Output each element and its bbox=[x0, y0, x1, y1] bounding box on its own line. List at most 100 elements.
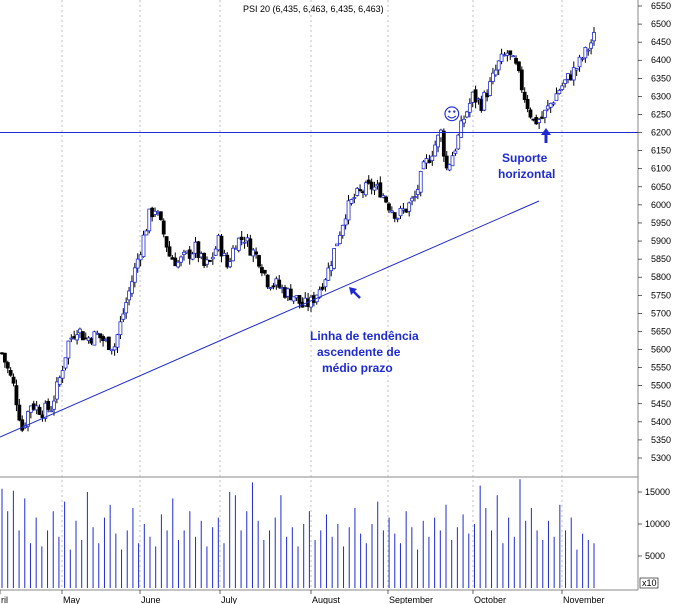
candle-body bbox=[352, 197, 357, 199]
smiley-icon: ☺ bbox=[443, 105, 461, 125]
candle-body bbox=[580, 58, 585, 60]
candle-body bbox=[335, 243, 339, 247]
candle-body bbox=[433, 144, 438, 157]
candle-body bbox=[11, 376, 16, 384]
candle-body bbox=[239, 236, 244, 241]
candle-body bbox=[121, 313, 126, 320]
candle-body bbox=[493, 69, 498, 76]
candle-body bbox=[112, 346, 117, 351]
candle-body bbox=[75, 334, 79, 341]
price-tick-label: 5300 bbox=[651, 453, 671, 463]
chart-title: PSI 20 (6,435, 6,463, 6,435, 6,463) bbox=[243, 4, 384, 14]
candle-body bbox=[514, 57, 518, 64]
candle-body bbox=[557, 89, 562, 94]
candle-body bbox=[210, 256, 215, 260]
candle-body bbox=[225, 254, 230, 268]
candle-body bbox=[496, 60, 501, 71]
volume-tick-label: 15000 bbox=[645, 487, 670, 497]
candle-body bbox=[8, 370, 13, 376]
candle-body bbox=[320, 286, 325, 290]
trend-arrow-icon bbox=[349, 287, 361, 299]
candle-body bbox=[161, 220, 166, 235]
candle-body bbox=[135, 258, 140, 269]
candle-body bbox=[127, 290, 131, 301]
candle-body bbox=[323, 279, 328, 288]
candle-body bbox=[441, 130, 446, 157]
candle-body bbox=[355, 188, 360, 196]
candle-body bbox=[410, 197, 414, 202]
candle-body bbox=[528, 109, 533, 118]
candle-body bbox=[138, 254, 143, 261]
candle-body bbox=[54, 381, 59, 400]
price-tick-label: 6550 bbox=[651, 1, 671, 11]
candle-body bbox=[447, 164, 452, 171]
candle-body bbox=[387, 203, 391, 211]
candle-body bbox=[291, 296, 296, 302]
candle-body bbox=[517, 61, 521, 72]
price-tick-label: 6300 bbox=[651, 91, 671, 101]
candle-body bbox=[37, 406, 42, 415]
month-tick-labels: ril May June July August September October Nove… bbox=[0, 590, 605, 604]
candle-body bbox=[202, 252, 207, 266]
candle-body bbox=[467, 103, 472, 113]
price-tick-label: 5550 bbox=[651, 363, 671, 373]
candle-body bbox=[511, 55, 516, 58]
price-tick-label: 5400 bbox=[651, 417, 671, 427]
candle-body bbox=[574, 68, 579, 71]
candle-body bbox=[560, 85, 565, 90]
candle-body bbox=[277, 279, 282, 288]
candle-body bbox=[254, 251, 259, 255]
candle-body bbox=[106, 336, 111, 351]
price-tick-label: 5800 bbox=[651, 272, 671, 282]
candle-body bbox=[522, 91, 527, 100]
candle-body bbox=[346, 200, 351, 221]
price-tick-label: 6400 bbox=[651, 55, 671, 65]
price-tick-label: 6450 bbox=[651, 37, 671, 47]
candle-body bbox=[436, 134, 440, 148]
candle-body bbox=[222, 252, 227, 256]
price-tick-label: 5900 bbox=[651, 236, 671, 246]
candle-body bbox=[453, 150, 458, 154]
candle-body bbox=[262, 269, 267, 274]
candle-body bbox=[248, 238, 253, 256]
volume-tick-labels: 5000 10000 15000 bbox=[638, 487, 670, 561]
candle-body bbox=[491, 72, 495, 82]
candle-body bbox=[14, 385, 19, 406]
candle-body bbox=[147, 208, 152, 232]
price-tick-label: 5850 bbox=[651, 254, 671, 264]
price-tick-label: 6000 bbox=[651, 200, 671, 210]
candle-body bbox=[190, 253, 195, 260]
candle-body bbox=[176, 261, 181, 268]
candle-body bbox=[554, 93, 559, 102]
candle-body bbox=[398, 207, 403, 217]
candle-body bbox=[525, 98, 530, 109]
candle-body bbox=[430, 155, 435, 162]
price-tick-label: 6350 bbox=[651, 73, 671, 83]
candle-body bbox=[407, 202, 412, 212]
candle-body bbox=[124, 302, 129, 314]
candle-body bbox=[132, 267, 137, 283]
candle-body bbox=[586, 49, 591, 52]
candle-body bbox=[488, 81, 492, 96]
candle-body bbox=[543, 109, 547, 118]
candle-body bbox=[577, 56, 582, 68]
candle-body bbox=[389, 210, 394, 213]
candle-body bbox=[26, 411, 30, 427]
candle-body bbox=[115, 334, 120, 348]
candle-body bbox=[52, 400, 56, 410]
price-tick-label: 6150 bbox=[651, 146, 671, 156]
candle-body bbox=[257, 255, 261, 267]
candle-body bbox=[98, 333, 103, 339]
candle-body bbox=[164, 236, 169, 248]
candle-body bbox=[592, 31, 596, 42]
candle-body bbox=[326, 267, 331, 281]
candle-body bbox=[349, 199, 354, 204]
candle-body bbox=[459, 120, 464, 138]
candle-body bbox=[482, 91, 487, 111]
candle-body bbox=[179, 256, 183, 263]
candle-body bbox=[372, 186, 377, 191]
candle-body bbox=[92, 331, 97, 346]
candle-body bbox=[66, 340, 71, 359]
candle-body bbox=[242, 241, 247, 244]
